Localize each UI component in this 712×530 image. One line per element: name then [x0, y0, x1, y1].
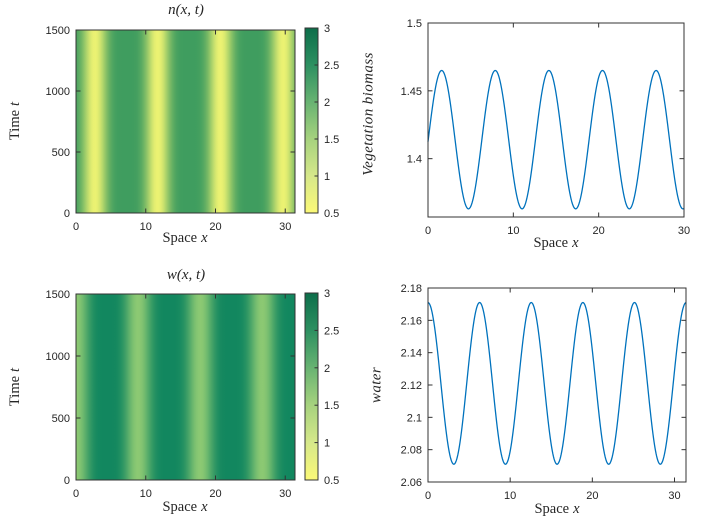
- x-tick-label: 20: [586, 490, 598, 502]
- x-tick-label: 20: [209, 221, 221, 233]
- vegetation-ylabel: Vegetation biomass: [360, 52, 377, 176]
- colorbar-tick-label: 0.5: [324, 475, 339, 487]
- vegetation-line-frame: [427, 22, 685, 218]
- heatmap-n-colorbar: [304, 27, 319, 214]
- xlabel-text: Space: [533, 235, 569, 251]
- y-tick-label: 1.45: [401, 86, 422, 98]
- water-line: 0 10 20 30 2.06 2.08 2.1 2.12 2.14 2.16 2.18: [401, 283, 687, 502]
- x-tick-label: 20: [593, 225, 605, 237]
- x-tick-label: 10: [140, 488, 152, 500]
- heatmap-n-image: [76, 30, 295, 213]
- x-tick-label: 10: [140, 221, 152, 233]
- heatmap-n-title: n(x, t): [168, 2, 204, 18]
- colorbar-tick-label: 2: [324, 363, 330, 375]
- x-tick-label: 0: [425, 490, 431, 502]
- ylabel-text: Time: [6, 375, 23, 407]
- y-tick-label: 1500: [46, 25, 70, 37]
- y-tick-label: 500: [52, 413, 70, 425]
- xlabel-var: x: [573, 501, 580, 517]
- colorbar-tick-label: 1: [324, 171, 330, 183]
- heatmap-w-frame: [75, 293, 296, 481]
- heatmap-w-xlabel: Space x: [162, 500, 207, 515]
- colorbar-tick-label: 0.5: [324, 208, 339, 220]
- colorbar-tick-label: 1: [324, 438, 330, 450]
- xlabel-text: Space: [534, 501, 570, 517]
- x-tick-label: 30: [279, 221, 291, 233]
- x-tick-label: 0: [73, 488, 79, 500]
- xlabel-var: x: [201, 499, 208, 515]
- x-tick-label: 10: [507, 225, 519, 237]
- colorbar-tick-label: 2.5: [324, 325, 339, 337]
- vegetation-line: 0 10 20 30 1.4 1.45 1.5: [401, 18, 691, 237]
- colorbar-tick-label: 2: [324, 97, 330, 109]
- x-tick-label: 0: [73, 221, 79, 233]
- x-tick-label: 0: [425, 225, 431, 237]
- y-tick-label: 2.1: [407, 412, 422, 424]
- ylabel-var: t: [6, 101, 23, 106]
- y-tick-label: 2.16: [401, 315, 422, 327]
- water-line-curve: [427, 301, 687, 465]
- heatmap-n-ylabel: Time t: [6, 101, 23, 141]
- colorbar-tick-label: 3: [324, 288, 330, 300]
- y-tick-label: 0: [64, 208, 70, 220]
- ylabel-var: t: [6, 367, 23, 372]
- x-tick-label: 20: [209, 488, 221, 500]
- y-tick-label: 1500: [46, 289, 70, 301]
- y-tick-label: 2.06: [401, 477, 422, 489]
- heatmap-n-xlabel: Space x: [162, 231, 207, 246]
- colorbar-tick-label: 1.5: [324, 400, 339, 412]
- y-tick-label: 500: [52, 147, 70, 159]
- heatmap-w-ylabel: Time t: [6, 367, 23, 407]
- vegetation-xlabel: Space x: [533, 236, 578, 251]
- heatmap-w-image: [76, 294, 295, 480]
- y-tick-label: 2.12: [401, 380, 422, 392]
- colorbar-tick-label: 3: [324, 23, 330, 35]
- xlabel-text: Space: [162, 499, 198, 515]
- heatmap-n-frame: [75, 29, 296, 214]
- y-tick-label: 1000: [46, 351, 70, 363]
- water-xlabel: Space x: [534, 502, 579, 517]
- vegetation-line-curve: [427, 69, 685, 210]
- y-tick-label: 2.18: [401, 283, 422, 295]
- y-tick-label: 0: [64, 475, 70, 487]
- ylabel-text: Time: [6, 109, 23, 141]
- colorbar-tick-label: 2.5: [324, 60, 339, 72]
- y-tick-label: 2.14: [401, 348, 422, 360]
- heatmap-w-title: w(x, t): [166, 267, 206, 283]
- y-tick-label: 2.08: [401, 445, 422, 457]
- x-tick-label: 30: [668, 490, 680, 502]
- xlabel-var: x: [572, 235, 579, 251]
- y-tick-label: 1.4: [407, 154, 422, 166]
- x-tick-label: 30: [678, 225, 690, 237]
- x-tick-label: 30: [279, 488, 291, 500]
- heatmap-w-colorbar: [304, 292, 319, 481]
- colorbar-tick-label: 1.5: [324, 134, 339, 146]
- y-tick-label: 1.5: [407, 18, 422, 30]
- x-tick-label: 10: [504, 490, 516, 502]
- xlabel-var: x: [201, 230, 208, 246]
- xlabel-text: Space: [162, 230, 198, 246]
- y-tick-label: 1000: [46, 86, 70, 98]
- water-ylabel: water: [368, 366, 385, 404]
